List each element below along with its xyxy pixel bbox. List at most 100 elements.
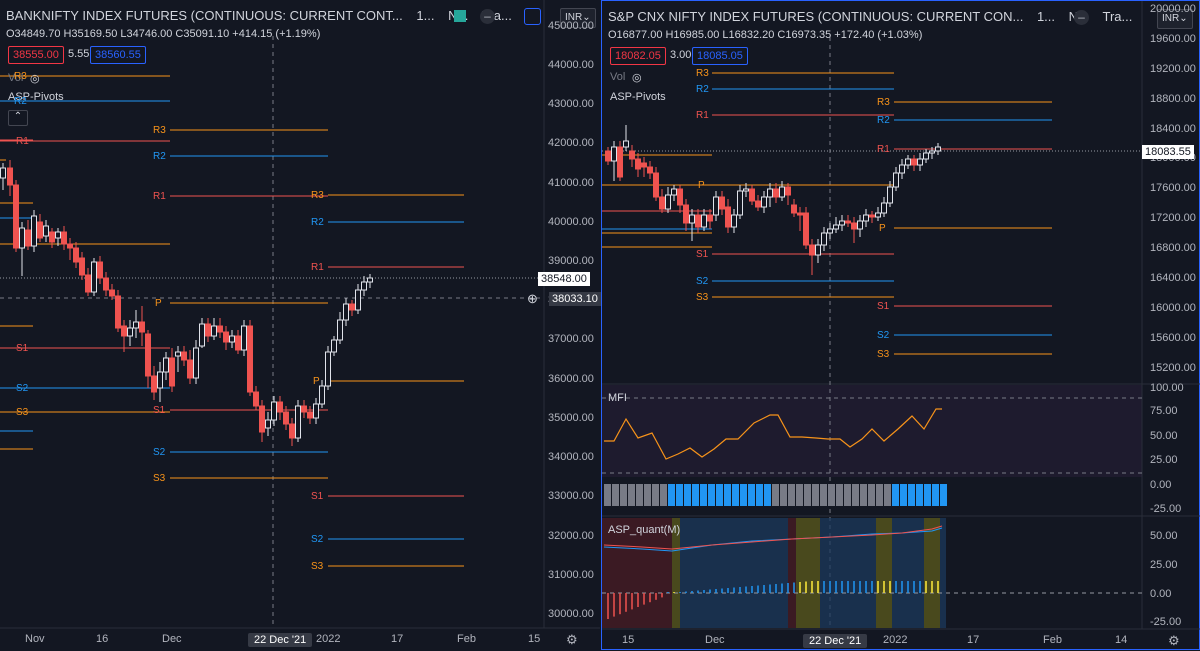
candle-body: [737, 190, 743, 216]
candle-body: [797, 212, 803, 216]
quant-regime-band: [876, 518, 892, 628]
left-ask-price[interactable]: 38560.55: [90, 46, 146, 64]
candle-body: [821, 232, 827, 246]
candle-body: [133, 321, 139, 329]
candle-body: [139, 321, 145, 333]
right-ask-price[interactable]: 18085.05: [692, 47, 748, 65]
right-chart-pane[interactable]: S&P CNX NIFTY INDEX FUTURES (CONTINUOUS:…: [601, 0, 1200, 650]
left-interval[interactable]: 1...: [416, 8, 435, 23]
candle-body: [827, 228, 833, 234]
candle-body: [301, 405, 307, 413]
signal-block: [660, 484, 667, 506]
time-tick-label: 14: [1115, 634, 1128, 646]
right-currency-select[interactable]: INR⌄: [1157, 9, 1193, 29]
pivot-label: R2: [877, 115, 890, 126]
candle-body: [169, 357, 175, 387]
maximize-icon[interactable]: [524, 8, 541, 25]
right-bid-price[interactable]: 18082.05: [610, 47, 666, 65]
right-trade[interactable]: Tra...: [1102, 9, 1133, 24]
pivot-label: R2: [153, 151, 166, 162]
signal-block: [692, 484, 699, 506]
candle-body: [97, 261, 103, 279]
candle-body: [905, 158, 911, 166]
candle-body: [319, 385, 325, 405]
flag-icon[interactable]: [454, 10, 466, 22]
candle-body: [349, 303, 355, 311]
left-crosshair-price-tag: 38033.10: [549, 292, 601, 306]
right-ohlc: O16877.00 H16985.00 L16832.20 C16973.35 …: [608, 29, 923, 41]
left-chart-canvas[interactable]: [0, 0, 600, 650]
eye-off-icon[interactable]: ◎: [632, 72, 642, 84]
time-tick-label: 22 Dec '21: [248, 633, 313, 647]
candle-body: [743, 188, 749, 192]
plus-circle-icon[interactable]: ⊕: [527, 291, 538, 306]
price-tick-label: 17200.00: [1150, 212, 1196, 224]
candle-body: [235, 335, 241, 351]
candle-body: [37, 221, 43, 239]
time-tick-label: 2022: [883, 634, 908, 646]
gear-icon[interactable]: ⚙: [566, 632, 578, 647]
candle-body: [229, 335, 235, 343]
minus-icon[interactable]: –: [480, 9, 495, 24]
eye-off-icon[interactable]: ◎: [30, 73, 40, 85]
candle-body: [211, 325, 217, 337]
chevron-up-icon[interactable]: ⌃: [8, 110, 28, 126]
signal-block: [676, 484, 683, 506]
right-currency-label: INR: [1162, 13, 1180, 24]
mfi-tick-label: 25.00: [1150, 454, 1178, 466]
candle-body: [241, 325, 247, 351]
price-tick-label: 42000.00: [548, 137, 594, 149]
right-indicator-label[interactable]: ASP-Pivots: [610, 91, 666, 103]
candle-body: [605, 150, 611, 162]
candle-body: [647, 166, 653, 174]
pivot-label: R3: [877, 97, 890, 108]
gear-icon[interactable]: ⚙: [1168, 633, 1180, 648]
minus-icon[interactable]: –: [1074, 10, 1089, 25]
left-vol-label[interactable]: Vol: [8, 72, 24, 84]
candle-body: [899, 164, 905, 174]
signal-block: [604, 484, 611, 506]
right-interval[interactable]: 1...: [1036, 9, 1056, 24]
signal-block: [900, 484, 907, 506]
left-chart-pane[interactable]: BANKNIFTY INDEX FUTURES (CONTINUOUS: CUR…: [0, 0, 601, 650]
left-symbol-title[interactable]: BANKNIFTY INDEX FUTURES (CONTINUOUS: CUR…: [6, 8, 403, 23]
mfi-tick-label: 50.00: [1150, 430, 1178, 442]
candle-body: [665, 194, 671, 210]
left-indicator-label[interactable]: ASP-Pivots: [8, 91, 64, 103]
left-symbol-header[interactable]: BANKNIFTY INDEX FUTURES (CONTINUOUS: CUR…: [6, 8, 512, 23]
pivot-label: S3: [153, 473, 166, 484]
left-spread: 5.55: [68, 48, 90, 60]
signal-block: [764, 484, 771, 506]
price-tick-label: 44000.00: [548, 59, 594, 71]
left-bid-price[interactable]: 38555.00: [8, 46, 64, 64]
candle-body: [49, 231, 55, 243]
right-symbol-title[interactable]: S&P CNX NIFTY INDEX FUTURES (CONTINUOUS:…: [608, 9, 1024, 24]
signal-block: [636, 484, 643, 506]
candle-body: [367, 277, 373, 283]
candle-body: [193, 347, 199, 379]
signal-block: [828, 484, 835, 506]
quant-label[interactable]: ASP_quant(M): [608, 524, 681, 536]
pivot-label: R3: [153, 125, 166, 136]
candle-body: [719, 196, 725, 210]
price-tick-label: 35000.00: [548, 412, 594, 424]
pivot-label: S1: [311, 491, 324, 502]
left-currency-select[interactable]: INR⌄: [560, 8, 596, 28]
time-tick-label: 22 Dec '21: [803, 634, 868, 648]
mfi-label[interactable]: MFI: [608, 392, 627, 404]
pivot-label: S2: [153, 447, 166, 458]
candle-body: [677, 188, 683, 206]
price-tick-label: 16400.00: [1150, 272, 1196, 284]
quant-tick-label: 0.00: [1150, 588, 1172, 600]
candle-body: [187, 359, 193, 379]
pivot-label: R3: [311, 190, 324, 201]
candle-body: [881, 202, 887, 214]
candle-body: [839, 220, 845, 226]
time-tick-label: Dec: [162, 633, 182, 645]
signal-block: [700, 484, 707, 506]
right-chart-canvas[interactable]: [602, 1, 1200, 651]
right-vol-label[interactable]: Vol: [610, 71, 626, 83]
right-symbol-header[interactable]: S&P CNX NIFTY INDEX FUTURES (CONTINUOUS:…: [608, 9, 1132, 24]
candle-body: [115, 295, 121, 329]
price-tick-label: 43000.00: [548, 98, 594, 110]
